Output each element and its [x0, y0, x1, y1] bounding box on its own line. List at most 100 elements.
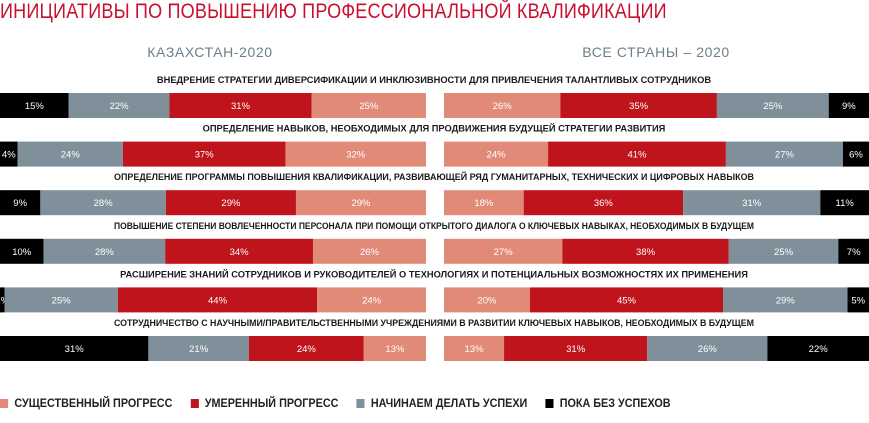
bar-segment	[716, 93, 829, 118]
row-label: ПОВЫШЕНИЕ СТЕПЕНИ ВОВЛЕЧЕННОСТИ ПЕРСОНАЛ…	[114, 221, 754, 231]
data-label: 18%	[474, 198, 494, 209]
bar-segment	[444, 93, 561, 118]
data-label: 13%	[385, 344, 405, 355]
legend-label: НАЧИНАЕМ ДЕЛАТЬ УСПЕХИ	[370, 396, 528, 410]
data-label: 27%	[775, 150, 795, 161]
data-label: 25%	[763, 101, 783, 112]
data-label: 25%	[359, 101, 379, 112]
row-label: ВНЕДРЕНИЕ СТРАТЕГИИ ДИВЕРСИФИКАЦИИ И ИНК…	[157, 75, 712, 85]
bar-segment	[317, 287, 426, 313]
data-label: 24%	[362, 295, 382, 306]
data-label: 25%	[52, 295, 72, 306]
chart-title: ИНИЦИАТИВЫ ПО ПОВЫШЕНИЮ ПРОФЕССИОНАЛЬНОЙ…	[0, 0, 667, 23]
legend-item: ПОКА БЕЗ УСПЕХОВ	[545, 396, 671, 410]
bar-segment	[68, 93, 170, 118]
bar-segment	[723, 287, 848, 313]
chart-legend: СУЩЕСТВЕННЫЙ ПРОГРЕСС УМЕРЕННЫЙ ПРОГРЕСС Н…	[0, 396, 689, 410]
bar-segment	[311, 93, 426, 118]
bar-segment	[647, 336, 768, 361]
bar-segment	[0, 141, 18, 167]
bar-segment	[842, 141, 869, 167]
data-label: 29%	[351, 198, 371, 209]
bar-segment	[17, 141, 123, 167]
bar-segment	[165, 190, 296, 216]
stacked-bar-chart: КАЗАХСТАН-2020 ВСЕ СТРАНЫ – 2020 ВНЕДРЕНИЕ…	[0, 44, 869, 361]
bar-segment	[117, 287, 318, 313]
legend-item: НАЧИНАЕМ ДЕЛАТЬ УСПЕХИ	[356, 396, 527, 410]
data-label: 31%	[566, 344, 586, 355]
data-label: 25%	[774, 247, 794, 258]
data-label: 24%	[297, 344, 317, 355]
bar-segment	[562, 238, 729, 264]
data-label: 10%	[12, 247, 32, 258]
row-label: ОПРЕДЕЛЕНИЕ ПРОГРАММЫ ПОВЫШЕНИЯ КВАЛИФИК…	[114, 171, 754, 182]
data-label: 45%	[617, 295, 637, 306]
bar-segment	[847, 287, 869, 313]
bar-segment	[548, 141, 726, 167]
data-label: 41%	[627, 150, 647, 161]
bar-segment	[444, 287, 530, 313]
bar-segment	[312, 238, 426, 264]
bar-segment	[43, 238, 166, 264]
bar-segment	[248, 336, 364, 361]
data-label: 29%	[221, 198, 241, 209]
bar-segment	[0, 238, 44, 264]
bar-segment	[820, 190, 869, 216]
bar-segment	[560, 93, 717, 118]
data-label: 36%	[594, 198, 614, 209]
bar-segment	[444, 336, 505, 361]
panel-title-all-countries: ВСЕ СТРАНЫ – 2020	[582, 44, 730, 60]
bar-segment	[40, 190, 166, 216]
row-label: РАСШИРЕНИЕ ЗНАНИЙ СОТРУДНИКОВ И РУКОВОДИ…	[120, 268, 748, 279]
data-label: 28%	[95, 247, 115, 258]
legend-label: УМЕРЕННЫЙ ПРОГРЕСС	[204, 396, 339, 410]
data-label: 38%	[636, 247, 656, 258]
data-label: 31%	[742, 198, 762, 209]
data-label: 26%	[360, 247, 380, 258]
data-label: 20%	[477, 295, 497, 306]
data-label: 31%	[231, 101, 251, 112]
data-label: 21%	[189, 344, 209, 355]
legend-item: СУЩЕСТВЕННЫЙ ПРОГРЕСС	[0, 396, 172, 410]
legend-swatch	[356, 398, 365, 408]
bar-segment	[148, 336, 249, 361]
bar-segment	[122, 141, 286, 167]
bar-segment	[725, 141, 843, 167]
bar-segment	[0, 93, 69, 118]
data-label: 4%	[2, 150, 16, 161]
bar-segment	[504, 336, 648, 361]
data-label: 29%	[776, 295, 796, 306]
data-label: 13%	[465, 344, 485, 355]
panel-title-kazakhstan: КАЗАХСТАН-2020	[147, 44, 272, 60]
bar-segment	[683, 190, 821, 216]
bar-segment	[767, 336, 869, 361]
bar-segment	[529, 287, 724, 313]
data-label: 24%	[487, 150, 507, 161]
bar-segment	[0, 287, 5, 313]
bar-segment	[828, 93, 869, 118]
data-label: 9%	[13, 198, 27, 209]
bar-segment	[363, 336, 426, 361]
data-label: 5%	[851, 295, 865, 306]
bar-segment	[295, 190, 426, 216]
row-label: СОТРУДНИЧЕСТВО С НАУЧНЫМИ/ПРАВИТЕЛЬСТВЕН…	[114, 318, 754, 328]
data-label: 35%	[629, 101, 649, 112]
bar-segment	[169, 93, 312, 118]
data-label: 9%	[842, 101, 856, 112]
data-label: 27%	[494, 247, 514, 258]
data-label: 34%	[230, 247, 250, 258]
bar-segment	[444, 141, 549, 167]
bar-segment	[838, 238, 869, 264]
bar-segment	[4, 287, 118, 313]
bar-segment	[728, 238, 839, 264]
legend-label: СУЩЕСТВЕННЫЙ ПРОГРЕСС	[14, 396, 173, 410]
data-label: 28%	[94, 198, 114, 209]
data-label: 6%	[849, 150, 863, 161]
data-label: 22%	[809, 344, 829, 355]
data-label: 31%	[65, 344, 85, 355]
bar-segment	[165, 238, 313, 264]
data-label: 32%	[346, 150, 366, 161]
bar-segment	[0, 336, 149, 361]
data-label: 24%	[61, 150, 81, 161]
data-label: 26%	[493, 101, 513, 112]
